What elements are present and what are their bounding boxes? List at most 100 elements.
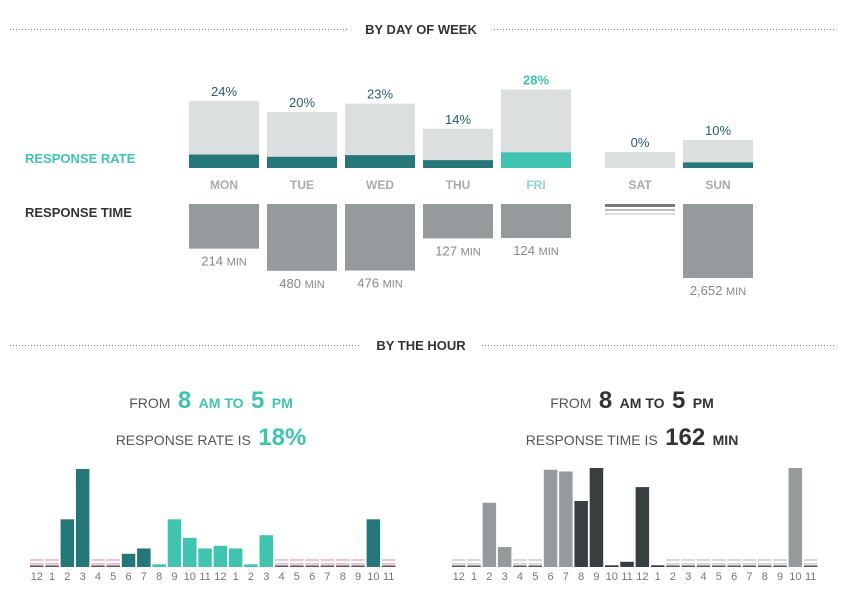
rate-label-fri: 28% bbox=[523, 73, 549, 88]
rate-hour-empty-top-4 bbox=[91, 559, 105, 561]
time-hour-empty-mid-14 bbox=[666, 563, 680, 565]
rate-hour-hour-label-4: 4 bbox=[95, 571, 101, 583]
rate-hour-hour-label-3: 3 bbox=[80, 571, 86, 583]
time-empty-marker2-sat bbox=[605, 209, 675, 211]
rate-hour-hour-label-7: 7 bbox=[141, 571, 147, 583]
rate-hour-hour-label-5: 5 bbox=[110, 571, 116, 583]
rate-hour-empty-base-18 bbox=[305, 565, 319, 567]
rate-hour-empty-base-23 bbox=[381, 565, 396, 567]
time-hour-hour-label-6: 6 bbox=[547, 571, 553, 583]
time-hour-empty-base-17 bbox=[712, 565, 726, 567]
rate-value-text: RESPONSE RATE IS 18% bbox=[116, 424, 307, 451]
time-hour-empty-mid-17 bbox=[712, 563, 726, 565]
rate-hour-hour-label-11: 11 bbox=[199, 571, 210, 583]
time-hour-bar-22 bbox=[788, 468, 803, 567]
rate-hour-hour-label-1: 1 bbox=[49, 571, 55, 583]
time-hour-bar-11 bbox=[620, 561, 634, 567]
rate-hour-empty-top-18 bbox=[305, 559, 319, 561]
rate-label-sun: 10% bbox=[705, 123, 731, 138]
rate-hour-hour-label-10: 10 bbox=[184, 571, 196, 583]
rate-hour-hour-label-21: 9 bbox=[355, 571, 361, 583]
time-label-wed: 476 MIN bbox=[357, 276, 403, 291]
rate-hour-empty-top-16 bbox=[274, 559, 289, 561]
rate-hour-empty-top-20 bbox=[336, 559, 350, 561]
day-response-time-bars: 214 MIN 480 MIN 476 MIN 127 MIN 124 MIN 2,652… bbox=[189, 204, 753, 298]
rate-hour-empty-mid-1 bbox=[45, 563, 59, 565]
time-hour-hour-label-2: 2 bbox=[486, 571, 492, 583]
time-label-mon: 214 MIN bbox=[201, 254, 247, 269]
time-hour-bar-8 bbox=[574, 501, 588, 567]
time-hour-bar-2 bbox=[482, 502, 497, 567]
time-hour-empty-top-5 bbox=[528, 559, 542, 561]
rate-hour-hour-label-19: 7 bbox=[324, 571, 330, 583]
rate-hour-empty-top-1 bbox=[45, 559, 59, 561]
rate-hour-hour-label-9: 9 bbox=[171, 571, 177, 583]
time-label-fri: 124 MIN bbox=[513, 243, 559, 258]
time-hour-hour-label-14: 2 bbox=[670, 571, 676, 583]
rate-hour-empty-base-20 bbox=[336, 565, 350, 567]
rate-hour-empty-mid-19 bbox=[320, 563, 335, 565]
time-bar-wed bbox=[345, 204, 415, 271]
time-hour-bar-3 bbox=[497, 547, 512, 567]
rate-hour-hour-label-17: 5 bbox=[294, 571, 300, 583]
rate-bar-thu bbox=[423, 160, 493, 168]
day-label-thu: THU bbox=[446, 178, 471, 192]
rate-hour-empty-base-16 bbox=[274, 565, 289, 567]
rate-bar-sun bbox=[683, 162, 753, 168]
rate-hour-bar-14 bbox=[244, 564, 258, 567]
rate-hour-bar-3 bbox=[75, 469, 90, 567]
time-hour-empty-top-1 bbox=[467, 559, 481, 561]
time-hour-hour-label-9: 9 bbox=[593, 571, 599, 583]
row-label-response-time: RESPONSE TIME bbox=[25, 205, 132, 220]
time-hour-hour-label-11: 11 bbox=[621, 571, 632, 583]
rate-hour-hour-label-13: 1 bbox=[233, 571, 239, 583]
rate-label-mon: 24% bbox=[211, 84, 237, 99]
rate-hour-bar-15 bbox=[259, 535, 273, 567]
time-hour-hour-label-8: 8 bbox=[578, 571, 584, 583]
time-hour-empty-base-4 bbox=[513, 565, 527, 567]
time-hour-empty-top-14 bbox=[666, 559, 680, 561]
time-hour-empty-mid-5 bbox=[528, 563, 542, 565]
time-bar-fri bbox=[501, 204, 571, 238]
time-hour-hour-label-16: 4 bbox=[700, 571, 706, 583]
rate-hour-hour-label-0: 12 bbox=[31, 571, 43, 583]
time-hour-empty-mid-0 bbox=[452, 563, 466, 565]
rate-hour-empty-mid-20 bbox=[336, 563, 350, 565]
rate-hour-empty-mid-18 bbox=[305, 563, 319, 565]
time-hour-hour-label-10: 10 bbox=[606, 571, 618, 583]
time-label-tue: 480 MIN bbox=[279, 276, 325, 291]
time-hour-empty-base-18 bbox=[727, 565, 741, 567]
time-hour-empty-base-5 bbox=[528, 565, 542, 567]
rate-label-sat: 0% bbox=[631, 135, 650, 150]
rate-hour-empty-base-5 bbox=[106, 565, 120, 567]
rate-hour-empty-base-0 bbox=[30, 565, 44, 567]
time-hour-hour-label-4: 4 bbox=[517, 571, 523, 583]
time-hour-hour-label-18: 6 bbox=[731, 571, 737, 583]
rate-hour-bar-11 bbox=[198, 548, 212, 567]
time-hour-empty-mid-19 bbox=[742, 563, 757, 565]
time-hour-empty-top-16 bbox=[696, 559, 711, 561]
rate-label-thu: 14% bbox=[445, 112, 471, 127]
time-hour-empty-base-16 bbox=[696, 565, 711, 567]
hourly-response-rate-bars: 12 1 2 3 4 5 6 7 8 9 10 11 12 1 2 3 4 5 6 7 8 9 10 11 bbox=[30, 469, 396, 583]
rate-hour-hour-label-18: 6 bbox=[309, 571, 315, 583]
time-hour-empty-mid-20 bbox=[758, 563, 772, 565]
time-bar-tue bbox=[267, 204, 337, 271]
time-hour-hour-label-20: 8 bbox=[762, 571, 768, 583]
rate-hour-hour-label-6: 6 bbox=[125, 571, 131, 583]
time-hour-hour-label-19: 7 bbox=[746, 571, 752, 583]
rate-hour-empty-top-17 bbox=[290, 559, 304, 561]
time-hour-hour-label-12: 12 bbox=[636, 571, 648, 583]
time-hour-hour-label-22: 10 bbox=[789, 571, 801, 583]
time-hour-empty-top-19 bbox=[742, 559, 757, 561]
rate-bg-bar-sat bbox=[605, 152, 675, 168]
time-hour-empty-top-0 bbox=[452, 559, 466, 561]
day-label-sat: SAT bbox=[628, 178, 652, 192]
rate-bar-fri bbox=[501, 152, 571, 168]
time-hour-bar-12 bbox=[635, 487, 650, 567]
time-hour-empty-mid-15 bbox=[681, 563, 695, 565]
time-hour-empty-base-20 bbox=[758, 565, 772, 567]
time-hour-empty-mid-18 bbox=[727, 563, 741, 565]
time-hour-empty-base-21 bbox=[773, 565, 787, 567]
